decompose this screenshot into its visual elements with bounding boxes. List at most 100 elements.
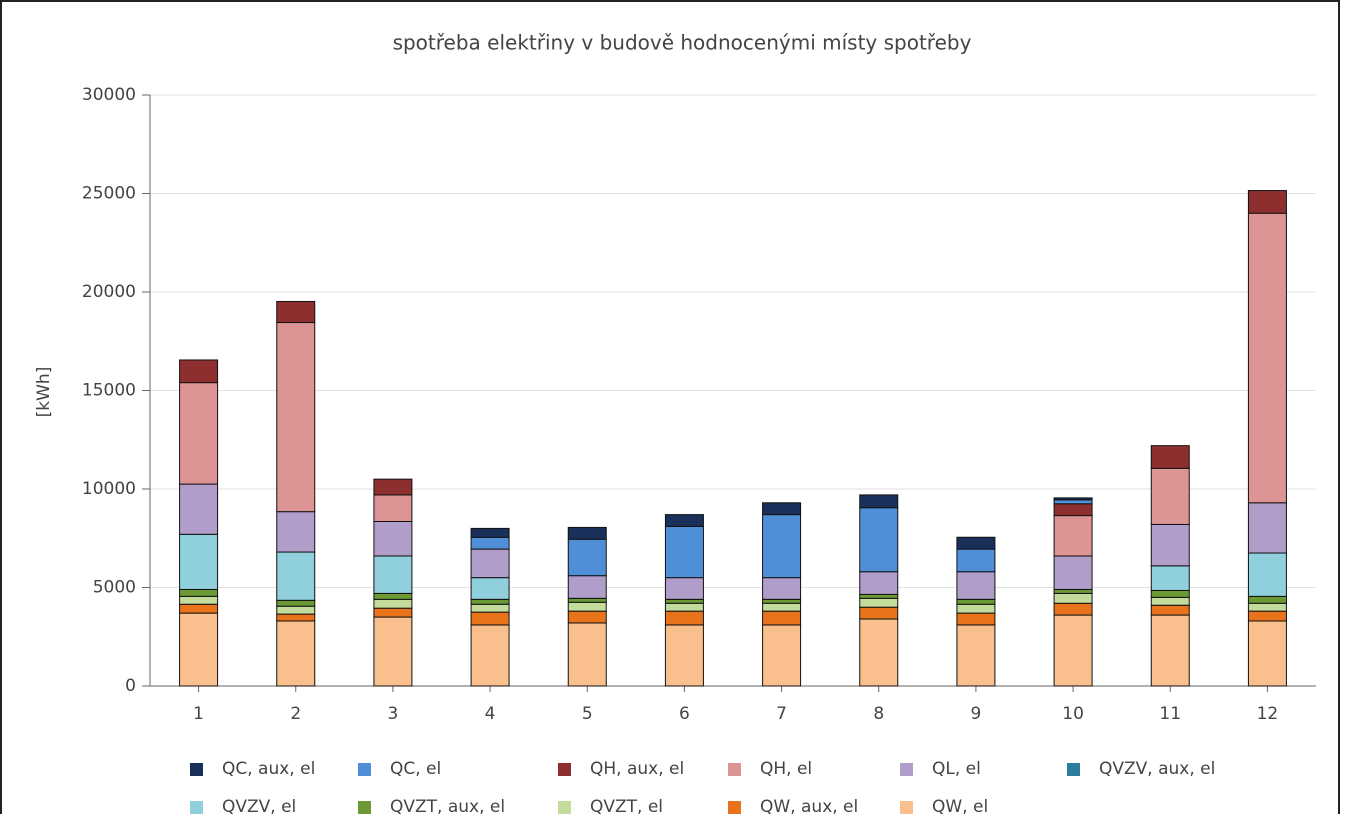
bar-segment — [373, 616, 413, 687]
legend-swatch — [190, 763, 203, 776]
bar-segment — [956, 548, 996, 573]
y-tick-label: 15000 — [82, 381, 136, 401]
bar-segment — [470, 536, 510, 550]
y-axis-label: [kWh] — [34, 367, 54, 418]
bar-segment — [470, 611, 510, 626]
bar-segment — [859, 606, 899, 620]
legend-label: QC, aux, el — [222, 759, 315, 779]
legend-label: QVZT, el — [590, 797, 663, 814]
bar-segment — [762, 598, 802, 604]
bar-segment — [373, 521, 413, 557]
bar-segment — [1150, 589, 1190, 598]
bar-segment — [567, 538, 607, 577]
legend-swatch — [358, 763, 371, 776]
bar-segment — [179, 359, 219, 384]
bar-segment — [1053, 588, 1093, 594]
bar-segment — [470, 624, 510, 687]
bar-segment — [470, 577, 510, 600]
x-tick-label: 2 — [290, 704, 301, 724]
bar-segment — [956, 571, 996, 600]
bar-segment — [1150, 604, 1190, 616]
legend-swatch — [558, 763, 571, 776]
bar-segment — [567, 526, 607, 540]
bar-segment — [373, 607, 413, 618]
bar-segment — [762, 624, 802, 687]
bar-segment — [567, 610, 607, 624]
bar-segment — [276, 620, 316, 687]
bar-segment — [1247, 502, 1287, 554]
bar-segment — [859, 494, 899, 509]
x-tick-label: 5 — [582, 704, 593, 724]
bar-segment — [1247, 602, 1287, 612]
legend-swatch — [1067, 763, 1080, 776]
bar-segment — [567, 575, 607, 599]
bar-segment — [567, 601, 607, 612]
bar-segment — [664, 525, 704, 579]
bar-segment — [664, 598, 704, 604]
bar-segment — [762, 502, 802, 516]
bar-segment — [470, 548, 510, 579]
bar-segment — [859, 593, 899, 599]
bar-segment — [1053, 614, 1093, 687]
bar-segment — [956, 624, 996, 687]
bar-segment — [762, 514, 802, 579]
bar-segment — [956, 603, 996, 614]
legend-swatch — [358, 801, 371, 814]
legend-label: QH, aux, el — [590, 759, 684, 779]
bar-segment — [1150, 467, 1190, 525]
x-tick-label: 12 — [1257, 704, 1279, 724]
bar-segment — [1053, 497, 1093, 501]
y-tick-label: 25000 — [82, 184, 136, 204]
bar-segment — [1247, 190, 1287, 214]
legend-label: QC, el — [390, 759, 441, 779]
legend-swatch — [900, 801, 913, 814]
bar-segment — [567, 622, 607, 687]
bar-segment — [276, 599, 316, 607]
legend-label: QH, el — [760, 759, 812, 779]
bar-segment — [1247, 212, 1287, 504]
bar-segment — [1150, 445, 1190, 469]
chart-title: spotřeba elektřiny v budově hodnocenými … — [393, 31, 972, 55]
bar-segment — [1247, 620, 1287, 687]
bar-segment — [1150, 565, 1190, 591]
bar-segment — [1247, 552, 1287, 597]
bar-segment — [1053, 503, 1093, 517]
bar-segment — [1053, 515, 1093, 557]
bar-segment — [1053, 602, 1093, 616]
legend-label: QW, el — [932, 797, 988, 814]
bar-segment — [664, 610, 704, 626]
x-tick-label: 8 — [873, 704, 884, 724]
y-tick-label: 20000 — [82, 282, 136, 302]
x-tick-label: 6 — [679, 704, 690, 724]
x-tick-label: 7 — [776, 704, 787, 724]
bar-segment — [373, 598, 413, 609]
bar-segment — [762, 577, 802, 600]
bar-segment — [859, 571, 899, 595]
legend-swatch — [900, 763, 913, 776]
bar-segment — [1150, 596, 1190, 606]
bar-segment — [179, 603, 219, 614]
bar-segment — [276, 551, 316, 601]
bar-segment — [1150, 523, 1190, 567]
bar-segment — [179, 533, 219, 590]
legend-label: QVZV, aux, el — [1099, 759, 1215, 779]
y-tick-label: 10000 — [82, 479, 136, 499]
bar-segment — [276, 605, 316, 615]
bar-segment — [276, 322, 316, 513]
bar-segment — [470, 598, 510, 605]
bar-segment — [179, 483, 219, 535]
bar-segment — [956, 598, 996, 605]
bar-segment — [373, 592, 413, 600]
legend-swatch — [728, 801, 741, 814]
bar-segment — [859, 618, 899, 687]
legend-label: QL, el — [932, 759, 981, 779]
y-tick-label: 0 — [125, 676, 136, 696]
bar-segment — [276, 300, 316, 324]
bar-segment — [956, 536, 996, 550]
bar-segment — [1053, 555, 1093, 590]
bar-segment — [1247, 610, 1287, 622]
x-tick-label: 4 — [485, 704, 496, 724]
bar-segment — [664, 514, 704, 527]
legend-label: QW, aux, el — [760, 797, 858, 814]
